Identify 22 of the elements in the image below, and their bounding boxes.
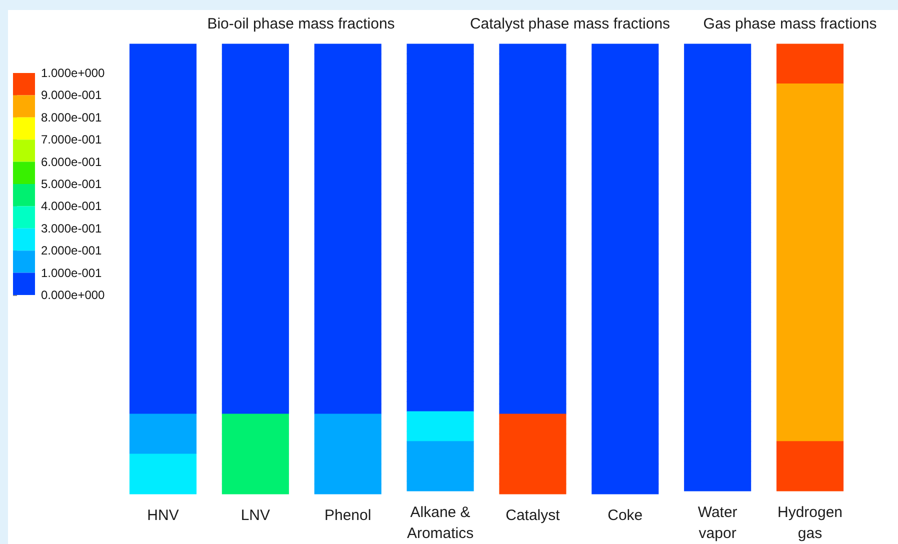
color-bar-label: 7.000e-001 (41, 132, 102, 147)
color-bar-label: 0.000e+000 (41, 288, 106, 302)
x-tick-label: Phenol (324, 507, 372, 524)
color-bar-label: 9.000e-001 (41, 88, 102, 102)
color-bar-label: 2.000e-001 (41, 244, 102, 258)
text: Gas phase mass fractions (703, 16, 877, 32)
color-bar-label: 6.000e-001 (41, 154, 102, 169)
color-bar-label: 8.000e-001 (41, 110, 102, 124)
x-tick-label: HNV (147, 507, 179, 524)
x-tick-label: Coke (608, 507, 643, 524)
text: Catalyst phase mass fractions (470, 16, 670, 32)
color-bar-label: 3.000e-001 (41, 221, 102, 236)
color-bar-label: 5.000e-001 (41, 177, 102, 191)
x-tick-label: Alkane & Aromatics (406, 504, 474, 542)
color-bar-label: 1.000e-001 (41, 266, 102, 280)
x-tick-label: Catalyst (506, 507, 561, 524)
x-tick-label: Water vapor (698, 504, 738, 542)
text: Bio-oil phase mass fractions (207, 16, 395, 32)
x-tick-label: LNV (240, 507, 270, 524)
color-bar-label: 1.000e+000 (41, 66, 106, 80)
x-tick-label: Hydrogen gas (777, 504, 843, 542)
color-bar-label: 4.000e-001 (41, 199, 102, 214)
